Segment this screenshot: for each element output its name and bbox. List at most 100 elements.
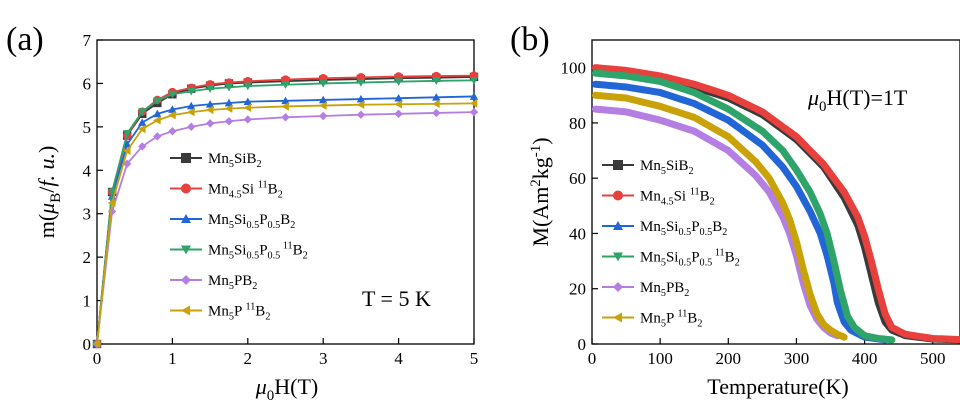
data-point <box>432 108 441 118</box>
x-tick-label: 0 <box>93 349 102 368</box>
data-point <box>205 119 215 128</box>
panel-label-a: (a) <box>6 21 44 58</box>
series-4 <box>92 107 479 349</box>
plot-frame <box>96 39 475 345</box>
chart-a: 0 1 2 3 4 5 0 1 2 3 4 5 6 7 Mn5SiB2 Mn4.5Si 11B2 Mn5Si0.… <box>34 31 478 404</box>
data-point <box>319 80 328 88</box>
x-tick-label: 1 <box>168 349 177 368</box>
data-point <box>319 111 328 121</box>
data-point <box>243 82 252 91</box>
series-line <box>591 91 848 341</box>
data-point <box>138 118 147 126</box>
legend-marker <box>613 252 623 262</box>
legend-marker <box>181 305 190 316</box>
legend-marker <box>181 275 191 285</box>
data-point <box>319 95 328 104</box>
data-point <box>432 77 441 86</box>
temperature-annotation: T = 5 K <box>362 286 431 311</box>
legend: Mn5SiB2 Mn4.5Si 11B2 Mn5Si0.5P0.5B2 Mn5Si0.… <box>170 151 308 323</box>
data-point <box>432 93 441 101</box>
series-line <box>96 79 475 345</box>
data-point <box>107 198 116 208</box>
x-tick-label: 200 <box>716 349 742 368</box>
data-point <box>107 188 117 197</box>
series-line <box>591 64 960 344</box>
y-axis-label: m(μB/f. u.) <box>34 146 64 239</box>
plot-frame <box>591 39 960 345</box>
data-point <box>224 117 234 126</box>
legend-marker <box>613 221 623 230</box>
series-line <box>96 111 475 345</box>
data-point <box>122 140 132 148</box>
data-point <box>122 146 131 155</box>
y-tick-label: 20 <box>569 280 586 299</box>
y-tick-label: 100 <box>561 59 587 78</box>
legend-marker <box>181 214 191 223</box>
series-line <box>96 102 475 345</box>
y-axis-label: M(Am2kg-1) <box>528 137 553 246</box>
legend-entry: Mn5SiB2 <box>640 158 694 177</box>
y-tick-label: 2 <box>83 248 92 267</box>
y-tick-label: 40 <box>569 224 586 243</box>
data-point <box>205 85 215 93</box>
y-tick-label: 6 <box>83 74 92 93</box>
data-point <box>224 98 234 107</box>
legend-entry: Mn5Si0.5P0.5 11B2 <box>640 248 740 269</box>
data-point <box>394 93 403 102</box>
data-point <box>394 100 402 109</box>
x-tick-label: 2 <box>244 349 253 368</box>
series-3 <box>591 69 896 344</box>
field-annotation: μ0H(T)=1T <box>807 85 908 115</box>
data-point <box>138 124 146 134</box>
y-tick-label: 7 <box>83 31 92 50</box>
series-1 <box>591 64 960 344</box>
data-point <box>153 109 162 118</box>
legend-entry: Mn5SiB2 <box>208 151 262 170</box>
data-point <box>432 99 440 109</box>
legend-marker <box>613 312 622 323</box>
x-axis-label: μ0H(T) <box>255 374 319 404</box>
data-point <box>205 105 214 115</box>
data-point <box>187 101 196 110</box>
series-5 <box>591 91 848 341</box>
legend: Mn5SiB2 Mn4.5Si 11B2 Mn5Si0.5P0.5B2 Mn5Si0.… <box>602 158 740 330</box>
x-axis-label: Temperature(K) <box>707 374 848 399</box>
data-point <box>394 109 403 119</box>
data-point <box>243 115 252 124</box>
legend-marker <box>613 282 623 292</box>
y-tick-label: 80 <box>569 114 586 133</box>
data-point <box>356 94 366 103</box>
data-point <box>469 77 479 85</box>
data-point <box>153 97 162 105</box>
legend-entry: Mn5P 11B2 <box>208 302 270 323</box>
y-tick-label: 60 <box>569 169 586 188</box>
data-point <box>356 100 365 109</box>
legend-marker <box>613 160 623 170</box>
legend-entry: Mn4.5Si 11B2 <box>640 187 715 208</box>
data-point <box>168 90 177 99</box>
data-point <box>138 142 147 151</box>
y-tick-label: 3 <box>83 205 92 224</box>
x-tick-label: 4 <box>394 349 403 368</box>
legend-entry: Mn5Si0.5P0.5 11B2 <box>208 241 308 262</box>
y-tick-label: 4 <box>83 161 92 180</box>
data-point <box>469 99 478 108</box>
series-5 <box>92 99 478 349</box>
x-tick-label: 300 <box>784 349 810 368</box>
panel-label-b: (b) <box>510 21 550 58</box>
data-point <box>187 122 196 132</box>
data-point <box>469 107 479 117</box>
x-tick-label: 0 <box>588 349 597 368</box>
x-tick-label: 100 <box>647 349 673 368</box>
data-point <box>281 81 290 89</box>
data-point <box>243 97 252 106</box>
data-point <box>356 110 366 119</box>
data-point <box>168 110 176 120</box>
data-point <box>187 87 196 96</box>
legend-entry: Mn5P 11B2 <box>640 309 702 330</box>
legend-entry: Mn5Si0.5P0.5B2 <box>640 219 727 238</box>
data-point <box>92 339 101 349</box>
data-point <box>168 127 177 136</box>
data-point <box>153 116 161 125</box>
y-tick-label: 0 <box>578 335 587 354</box>
